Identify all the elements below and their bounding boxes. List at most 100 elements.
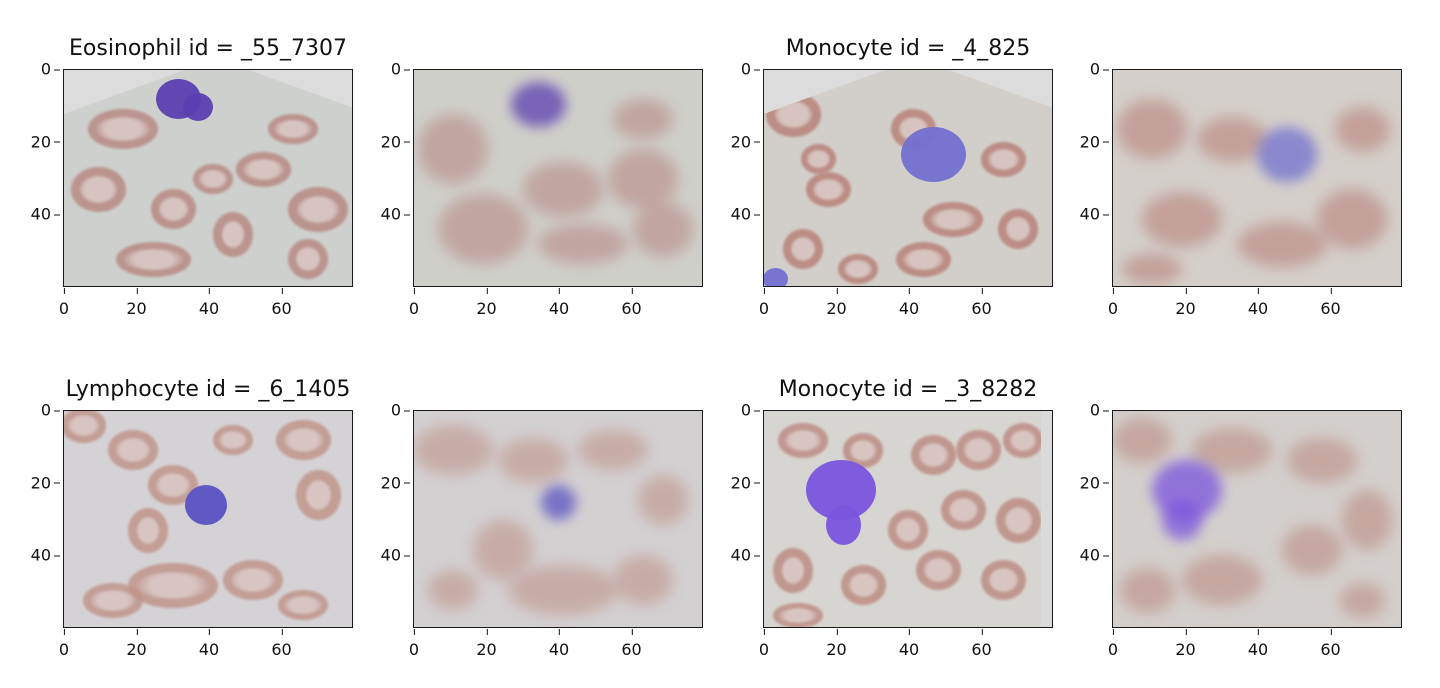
x-tick-label: 0 xyxy=(758,629,770,659)
y-tick-label: 0 xyxy=(40,400,61,420)
y-tick-label: 40 xyxy=(1079,545,1110,565)
x-tick-label: 40 xyxy=(898,629,920,659)
red-cell-blob xyxy=(295,470,341,520)
red-cell-blob xyxy=(773,602,823,628)
red-cell-blob xyxy=(940,490,986,530)
red-cell-blob xyxy=(613,99,673,139)
red-cell-blob xyxy=(633,201,693,257)
cell-image xyxy=(413,410,703,628)
red-cell-blob xyxy=(955,430,1001,470)
x-tick-label: 60 xyxy=(1320,629,1341,659)
y-tick-label: 0 xyxy=(390,400,411,420)
subplot-7: Monocyte id = _3_8282 0 20 40 0 20 40 60 xyxy=(731,377,1053,659)
y-tick-label: 40 xyxy=(380,204,411,224)
cell-image xyxy=(1112,69,1402,287)
x-tick-label: 20 xyxy=(126,288,147,318)
nucleus-blob xyxy=(540,484,576,520)
red-cell-blob xyxy=(83,582,143,618)
x-tick-label: 0 xyxy=(1107,629,1119,659)
red-cell-blob xyxy=(275,420,331,460)
red-cell-blob xyxy=(1334,106,1390,152)
y-tick-label: 40 xyxy=(730,204,761,224)
x-tick-label: 20 xyxy=(826,288,847,318)
cell-image xyxy=(63,69,353,287)
y-tick-label: 20 xyxy=(30,132,61,152)
x-tick-label: 40 xyxy=(548,288,570,318)
y-tick-label: 0 xyxy=(740,59,761,79)
red-cell-blob xyxy=(915,550,961,590)
x-tick-label: 20 xyxy=(1175,288,1196,318)
x-tick-label: 0 xyxy=(58,288,70,318)
red-cell-blob xyxy=(428,570,478,610)
y-tick-label: 20 xyxy=(380,473,411,493)
red-cell-blob xyxy=(1237,221,1327,267)
red-cell-blob xyxy=(773,547,813,593)
red-cell-blob xyxy=(778,422,828,458)
red-cell-blob xyxy=(1003,422,1043,458)
nucleus-blob xyxy=(185,485,227,525)
subplot-1: Eosinophil id = _55_7307 0 20 40 0 20 40 60 xyxy=(31,36,353,318)
y-tick-label: 0 xyxy=(740,400,761,420)
red-cell-blob xyxy=(538,224,628,264)
red-cell-blob xyxy=(1122,254,1182,284)
cell-image xyxy=(763,69,1053,287)
red-cell-blob xyxy=(995,497,1041,543)
x-tick-label: 20 xyxy=(826,629,847,659)
x-tick-label: 40 xyxy=(548,629,570,659)
subplot-6: 0 20 40 0 20 40 60 xyxy=(381,401,703,659)
red-cell-blob xyxy=(418,114,488,184)
red-cell-blob xyxy=(638,475,688,525)
y-tick-label: 20 xyxy=(380,132,411,152)
red-cell-blob xyxy=(108,430,158,470)
y-tick-label: 20 xyxy=(1079,473,1110,493)
y-tick-label: 40 xyxy=(1079,204,1110,224)
red-cell-blob xyxy=(213,425,253,455)
subplot-title: Eosinophil id = _55_7307 xyxy=(69,36,347,61)
x-tick-label: 60 xyxy=(621,629,642,659)
subplot-8: 0 20 40 0 20 40 60 xyxy=(1080,401,1402,659)
cell-image xyxy=(413,69,703,287)
x-tick-label: 40 xyxy=(898,288,920,318)
red-cell-blob xyxy=(438,194,528,264)
red-cell-blob xyxy=(278,590,328,620)
y-tick-label: 40 xyxy=(730,545,761,565)
x-tick-label: 20 xyxy=(1175,629,1196,659)
red-cell-blob xyxy=(1287,437,1357,483)
cell-image xyxy=(63,410,353,628)
red-cell-blob xyxy=(910,435,956,475)
red-cell-blob xyxy=(888,510,928,550)
red-cell-blob xyxy=(498,437,568,483)
red-cell-blob xyxy=(508,565,618,615)
nucleus-blob xyxy=(510,81,566,127)
subplot-4: 0 20 40 0 20 40 60 xyxy=(1080,60,1402,318)
subplot-title: Lymphocyte id = _6_1405 xyxy=(65,377,351,402)
y-tick-label: 0 xyxy=(390,59,411,79)
cell-image xyxy=(763,410,1053,628)
y-tick-label: 20 xyxy=(730,473,761,493)
subplot-title: Monocyte id = _4_825 xyxy=(785,36,1031,61)
rotation-padding xyxy=(1041,410,1053,628)
subplot-2: 0 20 40 0 20 40 60 xyxy=(381,60,703,318)
subplot-5: Lymphocyte id = _6_1405 0 20 40 0 20 40 60 xyxy=(31,377,353,659)
x-tick-label: 0 xyxy=(408,629,420,659)
x-tick-label: 0 xyxy=(58,629,70,659)
y-tick-label: 20 xyxy=(30,473,61,493)
x-tick-label: 40 xyxy=(198,288,220,318)
nucleus-blob xyxy=(825,505,861,545)
red-cell-blob xyxy=(1317,189,1387,249)
red-cell-blob xyxy=(980,560,1026,600)
red-cell-blob xyxy=(613,555,673,605)
red-cell-blob xyxy=(1342,490,1392,550)
red-cell-blob xyxy=(523,161,603,217)
x-tick-label: 0 xyxy=(758,288,770,318)
x-tick-label: 20 xyxy=(476,629,497,659)
red-cell-blob xyxy=(1182,555,1262,605)
x-tick-label: 0 xyxy=(408,288,420,318)
x-tick-label: 20 xyxy=(126,629,147,659)
red-cell-blob xyxy=(1117,99,1187,159)
y-tick-label: 20 xyxy=(730,132,761,152)
red-cell-blob xyxy=(128,507,168,553)
x-tick-label: 60 xyxy=(1320,288,1341,318)
x-tick-label: 60 xyxy=(971,629,992,659)
